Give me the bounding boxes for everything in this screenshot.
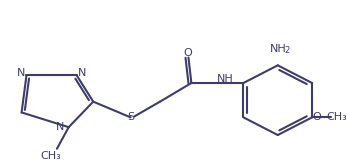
Text: N: N	[56, 122, 64, 132]
Text: O: O	[313, 112, 321, 122]
Text: NH: NH	[217, 74, 233, 84]
Text: O: O	[183, 48, 192, 58]
Text: N: N	[78, 68, 87, 78]
Text: 2: 2	[284, 46, 289, 55]
Text: S: S	[127, 112, 134, 122]
Text: NH: NH	[269, 44, 286, 54]
Text: CH₃: CH₃	[326, 112, 347, 122]
Text: N: N	[16, 68, 25, 78]
Text: CH₃: CH₃	[41, 151, 61, 161]
